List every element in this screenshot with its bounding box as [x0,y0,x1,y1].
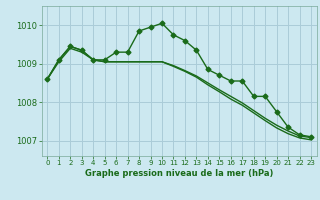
X-axis label: Graphe pression niveau de la mer (hPa): Graphe pression niveau de la mer (hPa) [85,169,273,178]
